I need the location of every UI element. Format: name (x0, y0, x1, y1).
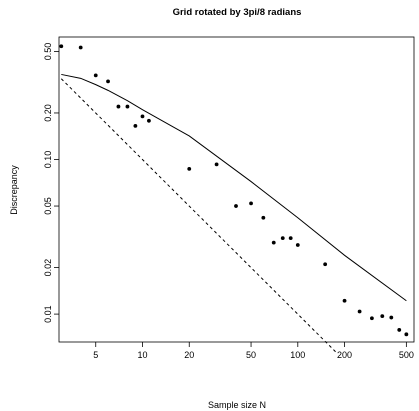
chart-title: Grid rotated by 3pi/8 radians (173, 7, 302, 18)
data-point (288, 236, 293, 241)
data-point (404, 332, 409, 337)
data-point (116, 104, 121, 109)
x-tick-label: 50 (246, 350, 256, 360)
data-point (357, 309, 362, 314)
y-tick-label: 0.10 (43, 151, 53, 169)
x-tick-label: 500 (399, 350, 414, 360)
x-tick-label: 10 (137, 350, 147, 360)
data-point (295, 243, 300, 247)
data-point (214, 162, 219, 167)
data-point (78, 45, 83, 50)
data-point (323, 262, 328, 267)
data-point (106, 79, 110, 84)
x-tick-label: 5 (93, 350, 98, 360)
y-tick-label: 0.50 (43, 43, 53, 61)
data-point (370, 316, 374, 321)
x-axis: 5 10 20 50 100 200 500 (93, 342, 414, 360)
data-point (234, 204, 238, 208)
data-point (93, 73, 98, 78)
data-point (187, 166, 192, 171)
data-point (342, 298, 347, 303)
x-tick-label: 200 (337, 350, 352, 360)
data-point (59, 44, 64, 49)
y-axis: 0.01 0.02 0.05 0.10 0.20 0.50 (43, 43, 59, 323)
data-point (271, 240, 276, 245)
data-point (389, 315, 394, 320)
data-point (140, 114, 145, 119)
plot-frame (58, 36, 415, 343)
y-tick-label: 0.01 (43, 305, 53, 323)
y-tick-label: 0.20 (43, 104, 53, 122)
data-point (280, 236, 285, 241)
x-tick-label: 20 (184, 350, 194, 360)
x-axis-label: Sample size N (208, 400, 266, 410)
data-point (133, 123, 138, 128)
x-tick-label: 100 (290, 350, 305, 360)
data-point (147, 118, 151, 123)
data-point (125, 104, 130, 109)
data-point (380, 314, 385, 319)
data-point (261, 215, 266, 220)
dashed-reference-line (60, 78, 336, 353)
data-point (397, 328, 402, 332)
y-tick-label: 0.05 (43, 197, 53, 215)
series-layer (59, 44, 409, 353)
data-point (249, 201, 253, 206)
y-tick-label: 0.02 (43, 259, 53, 277)
solid-bound-line (61, 73, 407, 302)
y-axis-label: Discrepancy (9, 165, 19, 215)
